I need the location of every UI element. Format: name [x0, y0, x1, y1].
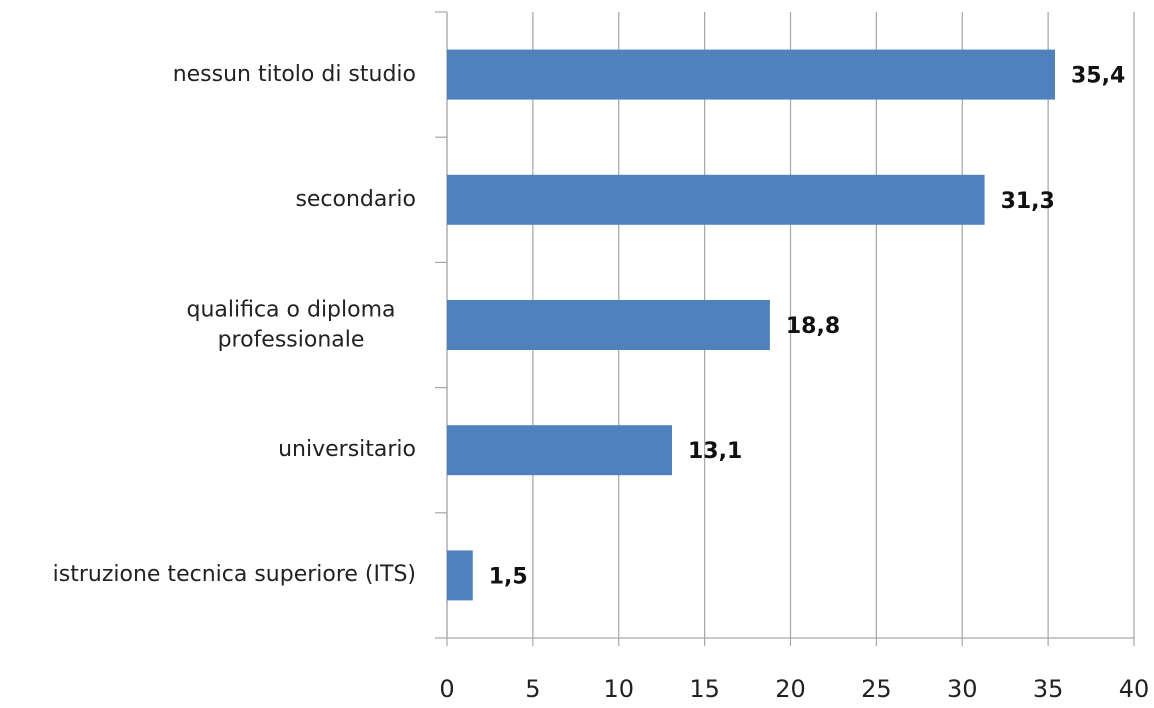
value-label: 18,8: [786, 314, 840, 339]
x-tick-label: 40: [1119, 675, 1150, 703]
category-label: secondario: [295, 186, 416, 212]
value-label: 1,5: [489, 564, 528, 589]
x-tick-label: 10: [603, 675, 634, 703]
x-tick-label: 15: [689, 675, 720, 703]
category-label: qualifica o diploma professionale: [186, 297, 396, 352]
category-label: nessun titolo di studio: [172, 61, 416, 87]
bar: [447, 300, 770, 350]
x-tick-label: 35: [1033, 675, 1064, 703]
value-label: 31,3: [1001, 189, 1055, 214]
bar: [447, 550, 473, 601]
value-label: 35,4: [1071, 64, 1125, 89]
x-tick-label: 30: [947, 675, 978, 703]
bar: [447, 49, 1055, 100]
x-tick-label: 5: [525, 675, 540, 703]
x-tick-label: 20: [775, 675, 806, 703]
bar: [447, 425, 672, 476]
category-label: universitario: [278, 437, 416, 463]
value-label: 13,1: [688, 439, 742, 464]
category-label: istruzione tecnica superiore (ITS): [52, 562, 416, 588]
x-tick-label: 25: [861, 675, 892, 703]
x-tick-label: 0: [439, 675, 454, 703]
bar: [447, 174, 985, 225]
